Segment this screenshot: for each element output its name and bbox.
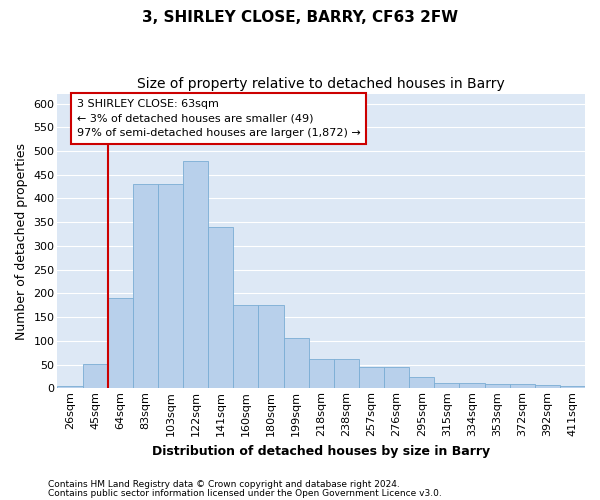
Bar bbox=[183, 162, 208, 388]
Bar bbox=[233, 306, 259, 388]
Bar bbox=[434, 382, 460, 388]
Bar bbox=[509, 384, 535, 388]
Bar bbox=[485, 384, 509, 388]
Title: Size of property relative to detached houses in Barry: Size of property relative to detached ho… bbox=[137, 78, 505, 92]
Text: 3 SHIRLEY CLOSE: 63sqm
← 3% of detached houses are smaller (49)
97% of semi-deta: 3 SHIRLEY CLOSE: 63sqm ← 3% of detached … bbox=[77, 99, 361, 138]
Bar bbox=[108, 298, 133, 388]
Text: 3, SHIRLEY CLOSE, BARRY, CF63 2FW: 3, SHIRLEY CLOSE, BARRY, CF63 2FW bbox=[142, 10, 458, 25]
Text: Contains HM Land Registry data © Crown copyright and database right 2024.: Contains HM Land Registry data © Crown c… bbox=[48, 480, 400, 489]
Bar bbox=[58, 386, 83, 388]
Bar bbox=[535, 384, 560, 388]
Bar bbox=[308, 359, 334, 388]
Bar bbox=[384, 366, 409, 388]
Bar bbox=[259, 306, 284, 388]
Bar bbox=[334, 359, 359, 388]
Y-axis label: Number of detached properties: Number of detached properties bbox=[15, 142, 28, 340]
Bar bbox=[359, 366, 384, 388]
Bar bbox=[83, 364, 108, 388]
Bar bbox=[208, 227, 233, 388]
Bar bbox=[284, 338, 308, 388]
Bar bbox=[409, 376, 434, 388]
Bar bbox=[560, 386, 585, 388]
Bar bbox=[460, 382, 485, 388]
Bar bbox=[158, 184, 183, 388]
Text: Contains public sector information licensed under the Open Government Licence v3: Contains public sector information licen… bbox=[48, 488, 442, 498]
X-axis label: Distribution of detached houses by size in Barry: Distribution of detached houses by size … bbox=[152, 444, 490, 458]
Bar bbox=[133, 184, 158, 388]
